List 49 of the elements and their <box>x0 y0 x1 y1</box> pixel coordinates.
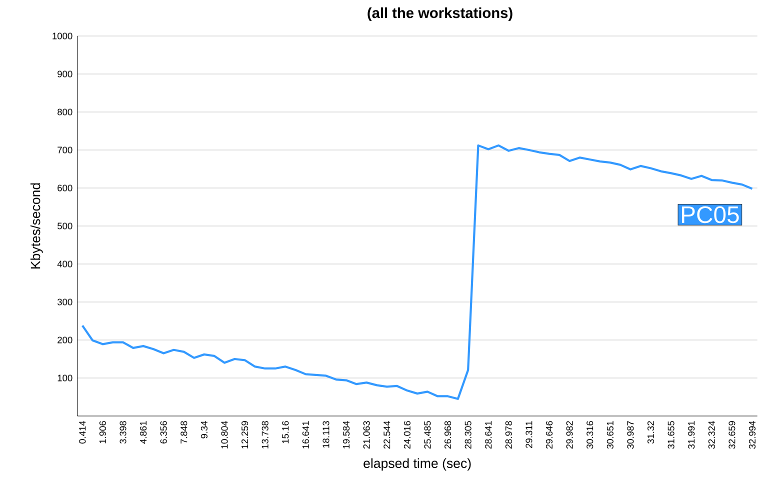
line-series <box>81 144 754 400</box>
x-tick-label: 29.646 <box>546 420 553 449</box>
x-tick-label: 3.398 <box>120 420 126 444</box>
x-tick-label: 1.906 <box>99 420 106 444</box>
x-tick-label: 31.991 <box>688 421 695 449</box>
x-tick-label: 13.738 <box>262 420 268 448</box>
x-axis-title: elapsed time (sec) <box>364 458 471 470</box>
x-tick-label: 28.305 <box>464 420 472 449</box>
x-tick-label: 7.848 <box>180 420 188 444</box>
x-tick-label: 0.414 <box>79 420 86 444</box>
x-tick-label: 30.987 <box>627 421 634 449</box>
x-tick-label: 32.324 <box>708 420 715 449</box>
x-tick-label: 31.32 <box>647 421 654 444</box>
y-tick-label: 900 <box>58 70 72 78</box>
x-tick-label: 25.485 <box>424 420 431 449</box>
chart-title: (all the workstations) <box>368 7 512 21</box>
x-tick-label: 22.544 <box>384 420 390 449</box>
y-tick-label: 700 <box>58 146 72 154</box>
x-tick-label: 12.259 <box>242 420 248 448</box>
x-tick-label: 10.804 <box>221 420 228 448</box>
x-tick-label: 19.584 <box>343 420 350 448</box>
y-tick-label: 600 <box>58 184 72 192</box>
y-axis-title: Kbytes/second <box>30 183 43 268</box>
x-tick-label: 9.34 <box>200 420 208 438</box>
x-tick-label: 18.113 <box>322 420 330 448</box>
x-tick-label: 29.311 <box>526 421 532 448</box>
y-tick-label: 800 <box>58 108 72 116</box>
x-tick-label: 29.982 <box>566 421 573 449</box>
x-tick-label: 30.651 <box>606 421 614 449</box>
x-tick-label: 31.655 <box>668 420 674 449</box>
x-tick-label: 30.316 <box>586 420 594 449</box>
x-tick-label: 24.016 <box>404 420 410 449</box>
x-tick-label: 21.063 <box>363 420 370 449</box>
y-tick-label: 300 <box>57 298 72 306</box>
x-tick-label: 28.641 <box>485 421 492 449</box>
x-tick-label: 4.861 <box>140 421 147 444</box>
y-tick-label: 1000 <box>52 32 72 40</box>
x-tick-label: 16.641 <box>302 421 309 448</box>
x-tick-label: 32.994 <box>748 420 756 449</box>
x-tick-label: 26.968 <box>444 420 452 449</box>
y-tick-label: 400 <box>57 260 72 268</box>
x-tick-label: 32.659 <box>728 420 736 449</box>
x-tick-label: 15.16 <box>282 420 289 444</box>
series-label: PC05 <box>682 206 739 223</box>
y-tick-label: 200 <box>58 336 72 344</box>
y-tick-label: 500 <box>58 222 72 230</box>
x-tick-label: 28.978 <box>505 420 512 449</box>
x-tick-label: 6.356 <box>160 420 167 444</box>
y-tick-label: 100 <box>58 374 72 382</box>
